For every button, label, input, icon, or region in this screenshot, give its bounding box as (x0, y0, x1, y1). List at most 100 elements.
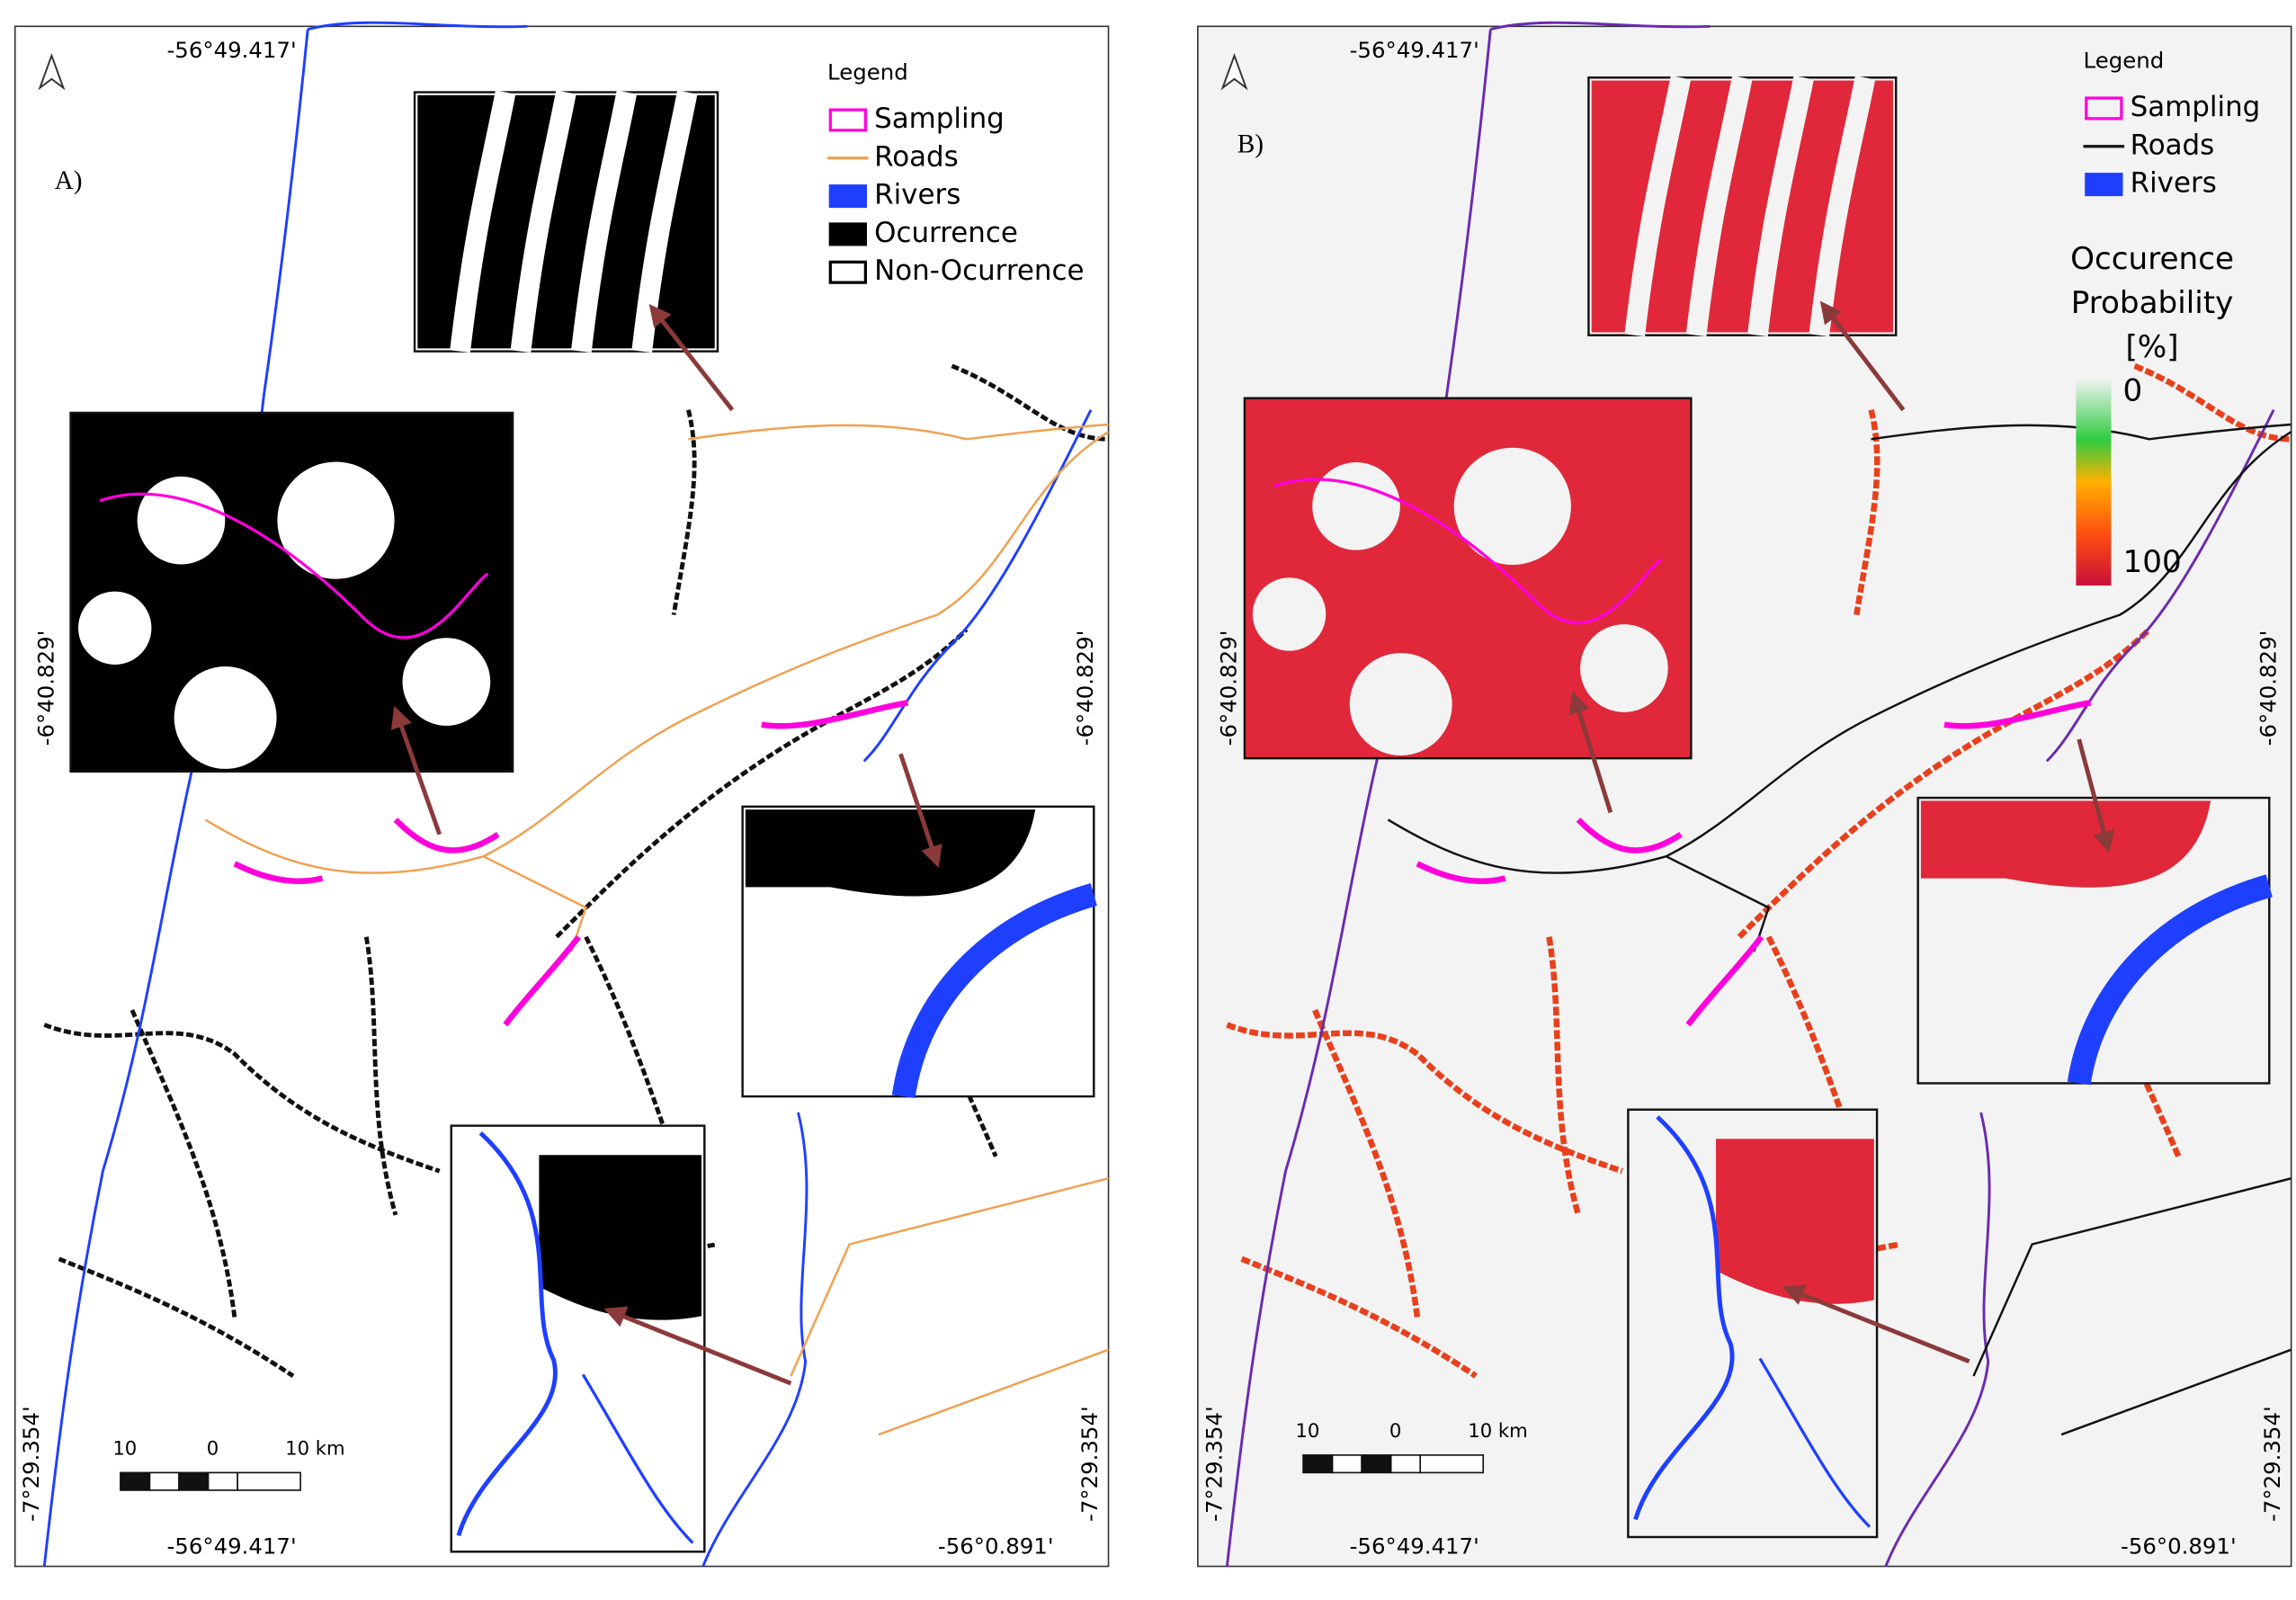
inset-gap (1747, 76, 1814, 337)
inset-gap (78, 591, 152, 665)
pointer-arrow (648, 303, 735, 412)
inset-gap (1580, 624, 1668, 712)
road (1972, 1177, 2292, 1377)
legend-item: Roads (874, 140, 959, 173)
scale-bar-segment (178, 1471, 210, 1491)
coordinate-label: -6°40.829' (33, 630, 59, 746)
road (204, 431, 1110, 874)
coordinate-label: -56°49.417' (167, 37, 297, 63)
drainage (58, 1256, 295, 1379)
drainage (43, 1023, 441, 1174)
inset-gap (1252, 577, 1327, 651)
legend-swatch (828, 222, 867, 246)
coordinate-label: -6°40.829' (2255, 630, 2281, 746)
scale-bar-segment (207, 1471, 238, 1491)
inset-occurrence (539, 1155, 702, 1320)
scale-bar-segment (1331, 1454, 1362, 1474)
road (790, 1177, 1109, 1377)
legend-item: Non-Ocurrence (874, 255, 1084, 287)
inset-gap (1349, 653, 1452, 756)
pointer-arrow (1782, 1284, 1970, 1363)
pointer-arrow (603, 1306, 792, 1386)
sampling-area (1943, 700, 2092, 729)
inset-occurrence (1920, 800, 2211, 888)
legend-swatch (828, 260, 867, 284)
scale-bar-label: 10 (1295, 1419, 1319, 1442)
scale-bar-segment (120, 1471, 151, 1491)
legend: Legend Sampling Roads Rivers Occurence Probab… (2068, 39, 2282, 586)
pointer-arrow (1819, 300, 1906, 412)
inset-map (1916, 796, 2273, 1086)
coordinate-label: -7°29.354' (2259, 1406, 2285, 1522)
inset-map (450, 1124, 706, 1553)
inset-river (1633, 1115, 1735, 1521)
legend-item: Sampling (874, 103, 1005, 135)
colorbar (2076, 377, 2112, 586)
river (307, 21, 528, 31)
coordinate-label: -56°49.417' (167, 1533, 297, 1559)
river (2045, 409, 2275, 763)
colorbar-title: Occurence (2070, 241, 2234, 277)
road (1387, 431, 2292, 874)
drainage (363, 936, 398, 1216)
inset-river (581, 1373, 694, 1544)
inset-map (1587, 76, 1898, 337)
legend-item: Ocurrence (874, 217, 1018, 249)
legend-background (2068, 39, 2282, 193)
inset-gap (1312, 462, 1400, 550)
legend-item: Sampling (2131, 91, 2261, 123)
inset-river (1758, 1357, 1872, 1528)
sampling-area (1416, 861, 1506, 885)
inset-gap (1685, 76, 1753, 337)
pointer-arrow (2077, 738, 2114, 854)
colorbar-title: Probability (2071, 285, 2234, 321)
scale-bar-label: 10 km (1468, 1419, 1527, 1442)
sampling-area (393, 818, 500, 854)
inset-gap (402, 638, 491, 726)
scale-bar-label: 10 (112, 1436, 137, 1459)
scale-bar-label: 0 (1389, 1419, 1401, 1442)
scale-bar-segment (1302, 1454, 1334, 1474)
inset-gap (137, 476, 226, 565)
drainage (1737, 627, 2152, 939)
drainage (1226, 1022, 1623, 1175)
drainage (2133, 362, 2292, 442)
coordinate-label: -56°0.891' (938, 1533, 1054, 1559)
pointer-arrow (898, 753, 943, 868)
inset-river (2067, 874, 2273, 1086)
inset-sampling (99, 492, 489, 639)
road (2060, 1348, 2292, 1436)
river (1884, 1112, 1991, 1568)
inset-gap (1453, 447, 1571, 565)
colorbar-label: 100 (2123, 544, 2182, 580)
drainage (1546, 936, 1582, 1216)
road (1871, 423, 2292, 441)
river (42, 29, 309, 1567)
legend-swatch (2085, 96, 2123, 121)
coordinate-label: -56°0.891' (2121, 1533, 2237, 1559)
inset-occurrence (745, 809, 1036, 897)
sampling-area (1685, 934, 1764, 1027)
inset-river (891, 882, 1097, 1099)
scale-bar-segment (1361, 1454, 1392, 1474)
inset-gap (174, 666, 277, 769)
pointer-arrow (390, 705, 442, 836)
legend-title: Legend (2084, 47, 2165, 73)
scale-bar-label: 10 km (285, 1436, 344, 1459)
legend-swatch (2085, 173, 2123, 197)
inset-gap (631, 90, 698, 353)
drainage (130, 1009, 237, 1318)
map-panel: A) -56°49.417' -56°49.417' -56°0.891' -6°40.… (13, 21, 1110, 1568)
road (688, 423, 1109, 441)
river (1225, 29, 1492, 1567)
legend-item: Rivers (2131, 167, 2217, 200)
coordinate-label: -56°49.417' (1350, 37, 1479, 63)
legend: Legend Sampling Roads Rivers Ocurrence Non-Oc… (812, 50, 1099, 287)
coordinate-label: -7°29.354' (18, 1406, 44, 1522)
drainage (671, 409, 697, 616)
legend-item: Roads (2131, 129, 2215, 161)
pointer-arrow (1568, 691, 1613, 814)
inset-sampling (1273, 478, 1663, 625)
